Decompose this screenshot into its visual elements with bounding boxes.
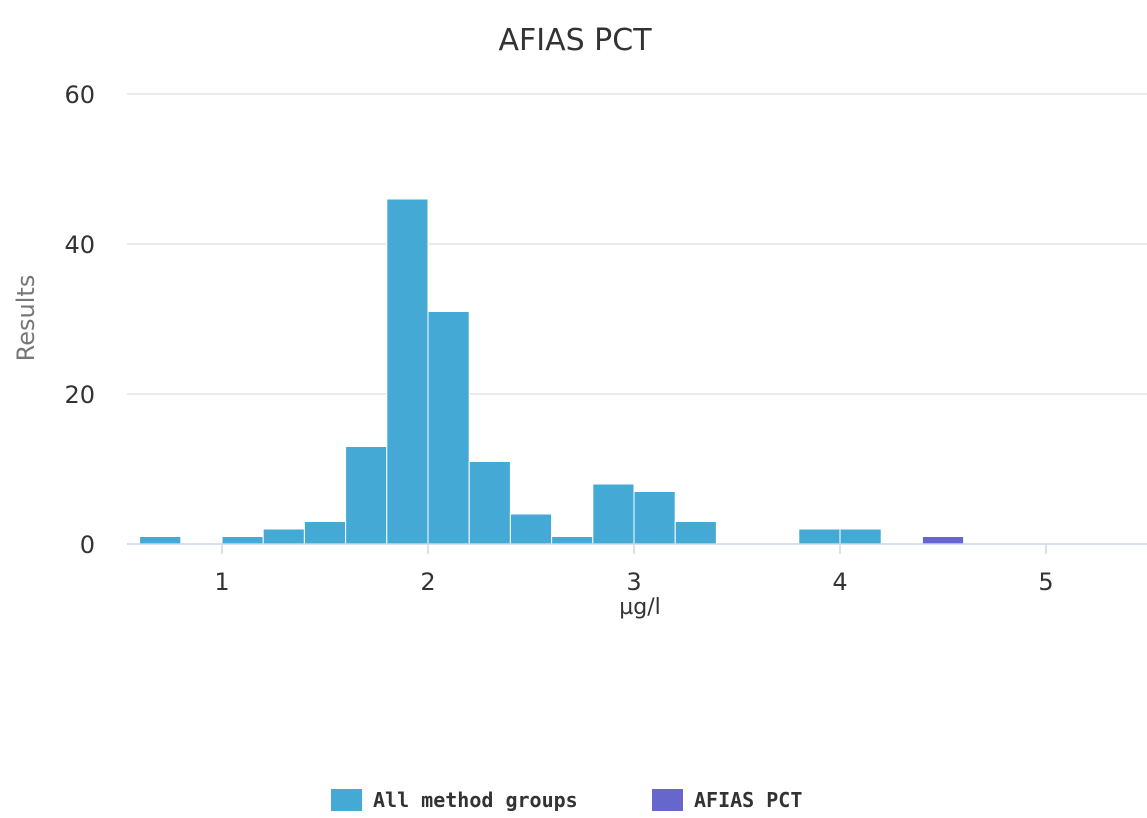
bar-all-method-groups[interactable]: [468, 461, 511, 545]
bars: [139, 198, 965, 545]
legend-label: AFIAS PCT: [694, 788, 802, 812]
y-tick-label: 0: [80, 531, 95, 559]
bar-all-method-groups[interactable]: [674, 521, 717, 545]
legend-label: All method groups: [373, 788, 578, 812]
bar-all-method-groups[interactable]: [262, 528, 305, 545]
y-axis-label: Results: [12, 275, 40, 362]
y-tick-label: 40: [64, 231, 95, 259]
x-tick-label: 4: [832, 568, 847, 596]
bar-all-method-groups[interactable]: [303, 521, 347, 545]
bar-all-method-groups[interactable]: [345, 446, 388, 545]
bar-all-method-groups[interactable]: [427, 311, 470, 545]
bar-all-method-groups[interactable]: [139, 536, 182, 545]
bar-all-method-groups[interactable]: [386, 198, 429, 545]
x-axis-label: µg/l: [619, 595, 661, 620]
x-tick-label: 2: [420, 568, 435, 596]
bar-all-method-groups[interactable]: [592, 483, 635, 545]
bar-all-method-groups[interactable]: [798, 528, 841, 545]
bar-all-method-groups[interactable]: [839, 528, 882, 545]
legend-item[interactable]: AFIAS PCT: [652, 788, 802, 812]
y-tick-label: 20: [64, 381, 95, 409]
x-tick-label: 1: [214, 568, 229, 596]
gridlines: 0 20 40 60: [64, 81, 1147, 559]
x-tick-label: 5: [1038, 568, 1053, 596]
y-tick-label: 60: [64, 81, 95, 109]
x-tick-label: 3: [626, 568, 641, 596]
bar-all-method-groups[interactable]: [221, 536, 264, 545]
chart-title: AFIAS PCT: [498, 23, 652, 58]
legend-swatch: [652, 789, 683, 811]
legend-swatch: [331, 789, 362, 811]
bar-all-method-groups[interactable]: [551, 536, 594, 545]
bar-afias-pct[interactable]: [921, 536, 965, 545]
legend[interactable]: All method groups AFIAS PCT: [331, 788, 802, 812]
x-axis: 1 2 3 4 5: [127, 543, 1147, 596]
bar-all-method-groups[interactable]: [509, 513, 553, 545]
bar-all-method-groups[interactable]: [633, 491, 676, 545]
legend-item[interactable]: All method groups: [331, 788, 578, 812]
